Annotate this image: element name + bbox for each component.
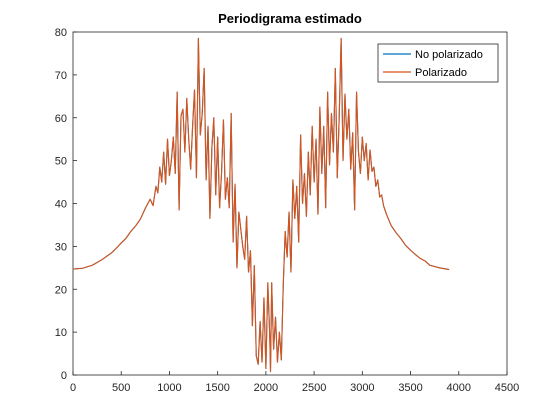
y-tick-label: 0 xyxy=(61,370,67,382)
x-tick-label: 3000 xyxy=(350,382,374,394)
plot-area xyxy=(73,32,507,375)
legend: No polarizado Polarizado xyxy=(378,44,498,82)
chart-title: Periodigrama estimado xyxy=(218,11,362,26)
y-tick-label: 30 xyxy=(55,241,67,253)
y-tick-label: 50 xyxy=(55,156,67,168)
y-tick-label: 60 xyxy=(55,113,67,125)
x-tick-label: 4500 xyxy=(495,382,519,394)
x-tick-label: 3500 xyxy=(398,382,422,394)
x-tick-label: 1000 xyxy=(157,382,181,394)
x-tick-label: 0 xyxy=(70,382,76,394)
legend-label-no-polarizado: No polarizado xyxy=(415,49,483,61)
y-tick-label: 40 xyxy=(55,199,67,211)
y-tick-label: 80 xyxy=(55,27,67,39)
axes-box xyxy=(73,32,507,375)
x-tick-label: 500 xyxy=(112,382,130,394)
y-tick-label: 10 xyxy=(55,327,67,339)
x-tick-label: 2500 xyxy=(302,382,326,394)
x-tick-label: 2000 xyxy=(254,382,278,394)
legend-label-polarizado: Polarizado xyxy=(415,67,467,79)
y-tick-label: 70 xyxy=(55,70,67,82)
x-tick-label: 4000 xyxy=(447,382,471,394)
y-tick-label: 20 xyxy=(55,284,67,296)
x-tick-label: 1500 xyxy=(205,382,229,394)
